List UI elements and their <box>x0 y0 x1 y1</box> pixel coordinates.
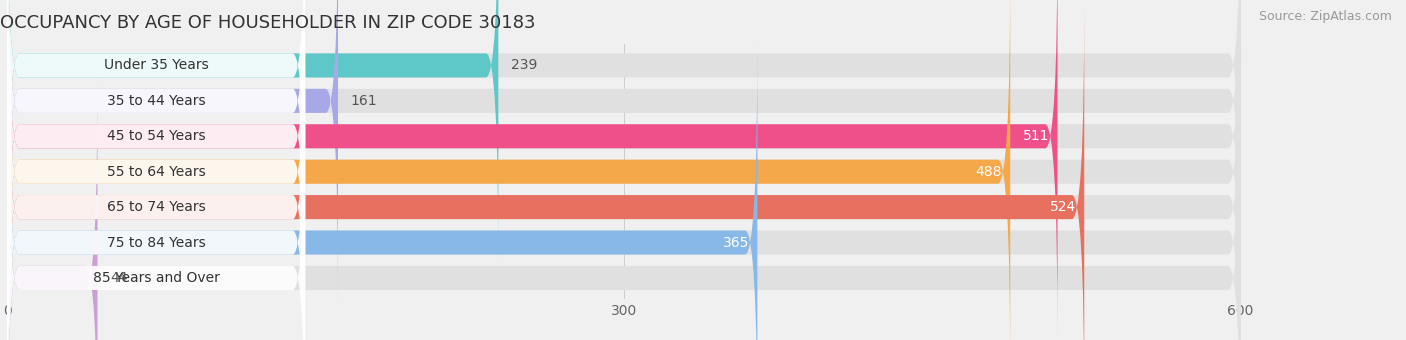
FancyBboxPatch shape <box>7 0 305 337</box>
Text: 85 Years and Over: 85 Years and Over <box>93 271 219 285</box>
FancyBboxPatch shape <box>7 0 1240 337</box>
FancyBboxPatch shape <box>7 7 1084 340</box>
FancyBboxPatch shape <box>7 0 305 340</box>
FancyBboxPatch shape <box>7 0 305 301</box>
Text: 35 to 44 Years: 35 to 44 Years <box>107 94 205 108</box>
FancyBboxPatch shape <box>7 0 1240 340</box>
Text: 44: 44 <box>110 271 128 285</box>
Text: 488: 488 <box>976 165 1002 179</box>
FancyBboxPatch shape <box>7 42 305 340</box>
Text: 55 to 64 Years: 55 to 64 Years <box>107 165 205 179</box>
FancyBboxPatch shape <box>7 42 1240 340</box>
FancyBboxPatch shape <box>7 78 97 340</box>
Text: OCCUPANCY BY AGE OF HOUSEHOLDER IN ZIP CODE 30183: OCCUPANCY BY AGE OF HOUSEHOLDER IN ZIP C… <box>0 14 536 32</box>
Text: Under 35 Years: Under 35 Years <box>104 58 208 72</box>
FancyBboxPatch shape <box>7 0 305 266</box>
FancyBboxPatch shape <box>7 78 1240 340</box>
Text: 161: 161 <box>350 94 377 108</box>
FancyBboxPatch shape <box>7 0 1240 301</box>
Text: 511: 511 <box>1022 129 1049 143</box>
FancyBboxPatch shape <box>7 7 1240 340</box>
FancyBboxPatch shape <box>7 0 337 301</box>
FancyBboxPatch shape <box>7 42 758 340</box>
Text: Source: ZipAtlas.com: Source: ZipAtlas.com <box>1258 10 1392 23</box>
Text: 524: 524 <box>1050 200 1076 214</box>
FancyBboxPatch shape <box>7 78 305 340</box>
FancyBboxPatch shape <box>7 7 305 340</box>
Text: 45 to 54 Years: 45 to 54 Years <box>107 129 205 143</box>
FancyBboxPatch shape <box>7 0 1240 266</box>
FancyBboxPatch shape <box>7 0 498 266</box>
FancyBboxPatch shape <box>7 0 1057 337</box>
Text: 365: 365 <box>723 236 749 250</box>
Text: 75 to 84 Years: 75 to 84 Years <box>107 236 205 250</box>
Text: 65 to 74 Years: 65 to 74 Years <box>107 200 205 214</box>
Text: 239: 239 <box>510 58 537 72</box>
FancyBboxPatch shape <box>7 0 1011 340</box>
